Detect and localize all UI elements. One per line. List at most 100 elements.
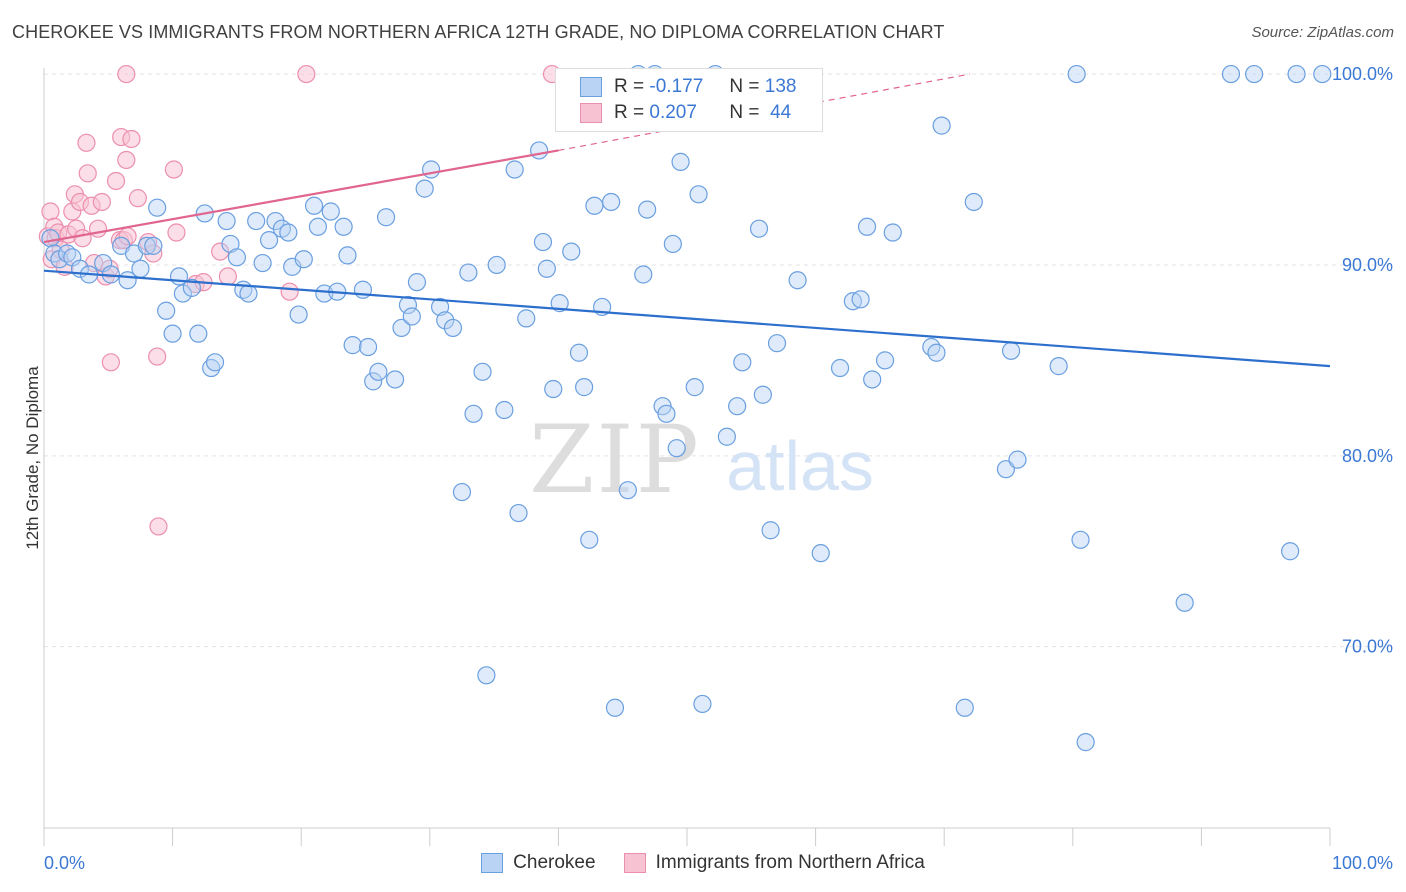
y-tick-label: 80.0% [1342,446,1393,466]
cherokee-point [137,236,156,255]
cherokee-point [41,229,60,248]
cherokee-point [487,255,506,275]
cherokee-point [667,439,686,458]
r-label: R = [614,102,645,123]
cherokee-point [562,242,581,261]
legend-row-cherokee: R = -0.177 N = 138 [580,75,796,99]
cherokee-point [761,521,780,540]
axes [43,68,1331,846]
cherokee-point [605,698,625,717]
immigrants-point [218,267,237,286]
immigrants-swatch [580,103,602,123]
immigrants-legend-label: Immigrants from Northern Africa [655,852,925,873]
cherokee-point [663,234,682,254]
cherokee-point [955,698,974,717]
cherokee-point [369,362,388,381]
cherokee-point [1049,357,1068,376]
immigrants-point [211,242,230,261]
cherokee-point [364,372,383,391]
immigrants-point [117,64,136,84]
cherokee-point [464,404,483,423]
immigrants-point [77,133,96,152]
r-label: R = [614,76,645,97]
cherokee-point [788,271,807,290]
cherokee-point [537,259,556,278]
cherokee-point [163,324,182,343]
immigrants-trend-line [43,149,559,244]
cherokee-point [436,311,455,330]
cherokee-point [398,295,418,315]
legend-item-immigrants[interactable]: Immigrants from Northern Africa [623,852,925,874]
cherokee-swatch [580,77,602,97]
cherokee-point [749,219,769,238]
cherokee-point [247,211,266,231]
watermark-atlas: atlas [726,427,874,505]
cherokee-point [811,544,830,563]
cherokee-point [863,370,882,389]
x-tick-label: 0.0% [44,853,85,873]
immigrants-point [117,150,136,170]
cherokee-point [717,427,736,446]
immigrants-point [164,160,183,179]
cherokee-point [575,378,594,397]
immigrants-legend-swatch [623,853,646,873]
cherokee-point [239,284,258,303]
cherokee-point [602,192,621,212]
cherokee-point [1175,593,1194,612]
cherokee-point [289,305,308,324]
cherokee-point [1287,64,1306,84]
cherokee-point [131,259,150,278]
cherokee-point [671,152,690,171]
immigrants-point [73,229,92,248]
cherokee-point [415,179,434,198]
cherokee-point [922,337,941,357]
immigrants-r-value: 0.207 [649,102,697,123]
cherokee-point [321,202,340,221]
chart-title: CHEROKEE VS IMMIGRANTS FROM NORTHERN AFR… [12,22,945,42]
cherokee-point [618,481,637,500]
cherokee-point [495,400,514,420]
cherokee-point [505,160,524,179]
cherokee-point [407,273,427,292]
cherokee-point [421,160,441,179]
cherokee-point [693,694,712,714]
immigrants-point [41,202,60,221]
source-label: Source: ZipAtlas.com [1251,24,1394,41]
cherokee-point [473,362,492,381]
cherokee-point [851,290,870,309]
cherokee-point [334,217,353,236]
cherokee-point [157,301,176,320]
cherokee-point [533,232,553,252]
watermark-zip: ZIP [529,406,701,515]
cherokee-point [173,284,192,303]
cherokee-point [530,141,549,160]
legend-item-cherokee[interactable]: Cherokee [481,852,596,874]
cherokee-point [1221,64,1241,84]
cherokee-point [452,482,472,502]
cherokee-point [1281,542,1300,561]
cherokee-point [927,343,946,362]
cherokee-point [308,217,328,236]
cherokee-point [304,196,324,215]
legend-row-immigrants: R = 0.207 N = 44 [580,101,791,125]
cherokee-point [45,244,64,263]
y-axis-label: 12th Grade, No Diploma [23,366,42,550]
cherokee-point [634,265,653,284]
cherokee-point [685,378,704,397]
immigrants-point [92,192,111,212]
immigrants-point [101,353,120,372]
immigrants-point [297,64,316,84]
cherokee-point [227,248,246,267]
cherokee-point [509,503,528,523]
cherokee-point [638,200,657,219]
cherokee-trend-line [43,269,1331,368]
cherokee-point [1245,64,1264,84]
cherokee-point [857,217,877,236]
cherokee-point [430,297,450,317]
cherokee-point [550,294,569,313]
cherokee-point [1067,64,1086,84]
cherokee-point [443,318,463,338]
y-tick-label: 70.0% [1342,637,1393,657]
cherokee-point [728,397,747,416]
